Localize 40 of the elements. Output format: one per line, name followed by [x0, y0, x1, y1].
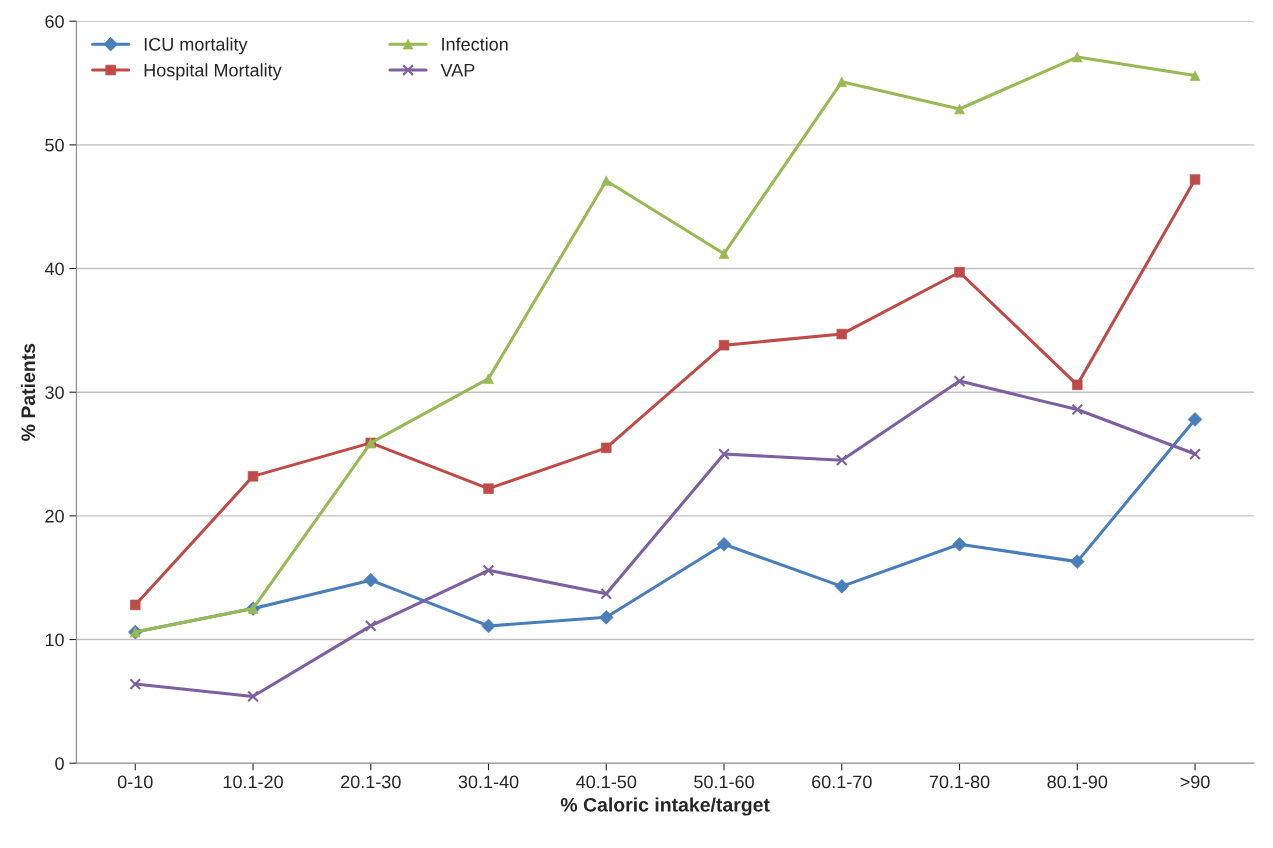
point	[836, 328, 847, 340]
y-tick-label: 60	[45, 15, 64, 28]
legend-label: VAP	[440, 63, 475, 77]
point	[247, 471, 259, 482]
point	[718, 448, 730, 460]
y-tick-label: 10	[45, 633, 64, 647]
x-tick-label: >90	[1180, 775, 1210, 789]
point	[482, 564, 495, 577]
point	[247, 690, 259, 703]
x-tick-label: 80.1-90	[1047, 775, 1108, 789]
point	[835, 454, 848, 467]
x-tick-label: 30.1-40	[458, 775, 519, 789]
x-tick-label: 40.1-50	[576, 775, 637, 789]
legend-label: Infection	[442, 37, 508, 51]
point	[129, 678, 142, 690]
point	[1071, 403, 1084, 416]
legend-label: Hospital Mortality	[144, 63, 282, 81]
y-tick-label: 30	[45, 386, 64, 399]
point	[1187, 412, 1203, 427]
x-tick-label: 70.1-80	[929, 775, 990, 789]
x-tick-label: 50.1-60	[694, 775, 754, 789]
point	[601, 175, 612, 186]
point	[953, 375, 966, 387]
x-tick-label: 60.1-70	[812, 775, 872, 789]
point	[364, 620, 377, 632]
x-tick-label: 20.1-30	[341, 775, 401, 789]
x-axis-title: % Caloric intake/target	[560, 797, 770, 816]
point	[481, 618, 496, 634]
y-tick-label: 40	[44, 262, 64, 276]
point	[1189, 448, 1201, 460]
point	[600, 587, 613, 600]
x-tick-label: 10.1-20	[223, 775, 283, 789]
y-axis-title: % Patients	[20, 343, 36, 441]
x-tick-label: 0-10	[117, 775, 153, 789]
y-tick-label: 20	[45, 509, 64, 523]
point	[130, 599, 141, 611]
y-tick-label: 50	[45, 138, 64, 152]
legend-label: ICU mortality	[144, 37, 248, 55]
y-tick-label: 0	[55, 757, 64, 770]
point	[836, 76, 847, 88]
